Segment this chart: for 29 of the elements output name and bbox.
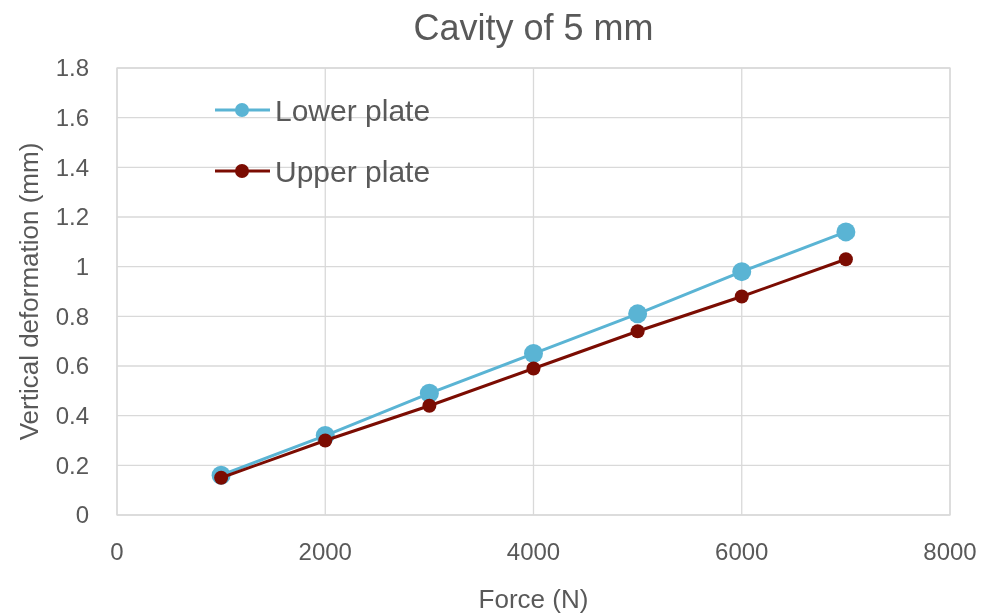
- y-tick-label: 0: [75, 501, 89, 529]
- x-tick-label: 8000: [923, 538, 977, 565]
- x-tick-label: 0: [110, 538, 124, 565]
- y-tick-label: 0.4: [55, 402, 89, 430]
- y-tick-label: 0.2: [55, 451, 89, 479]
- legend-label: Lower plate: [275, 93, 431, 127]
- legend-label: Upper plate: [275, 154, 431, 188]
- x-tick-label: 2000: [298, 538, 352, 565]
- chart-title: Cavity of 5 mm: [413, 7, 654, 48]
- point: [524, 344, 543, 364]
- point: [734, 289, 749, 304]
- x-tick-label: 6000: [715, 538, 769, 565]
- y-tick-label: 1.2: [55, 203, 89, 231]
- y-tick-label: 1.6: [55, 104, 89, 132]
- x-axis-title: Force (N): [478, 584, 589, 614]
- y-tick-label: 0.8: [55, 302, 89, 330]
- y-tick-label: 0.6: [55, 352, 89, 380]
- point: [630, 324, 645, 339]
- point: [838, 252, 853, 267]
- y-tick-label: 1: [75, 253, 89, 281]
- point: [836, 222, 856, 242]
- point: [422, 398, 437, 413]
- x-tick-label: 4000: [506, 538, 561, 565]
- y-tick-label: 1.4: [55, 153, 89, 181]
- point: [628, 304, 648, 324]
- point: [526, 361, 541, 376]
- y-axis-title: Vertical deformation (mm): [14, 142, 44, 441]
- y-tick-label: 1.8: [55, 54, 89, 82]
- point: [732, 262, 752, 282]
